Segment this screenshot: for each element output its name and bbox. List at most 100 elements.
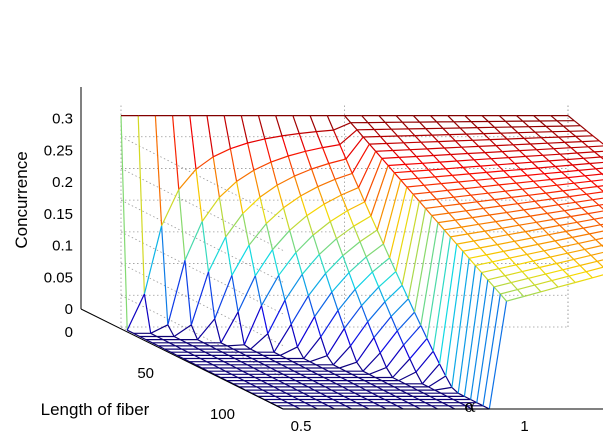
mesh-line-length (451, 258, 470, 388)
mesh-line-length (376, 172, 395, 231)
mesh-line-length (564, 141, 583, 143)
mesh-line-alpha (489, 214, 497, 223)
mesh-line-alpha (431, 215, 439, 223)
mesh-line-alpha (472, 139, 480, 147)
mesh-line-alpha (581, 207, 589, 215)
mesh-line-alpha (309, 115, 317, 132)
mesh-line-alpha (318, 254, 327, 274)
mesh-line-alpha (354, 289, 363, 306)
mesh-line-length (284, 273, 303, 301)
mesh-line-length (398, 371, 417, 382)
mesh-line-alpha (520, 247, 528, 255)
mesh-line-length (361, 286, 380, 307)
mesh-line-alpha (546, 212, 555, 220)
mesh-line-length (447, 188, 465, 191)
mesh-line-length (362, 352, 381, 372)
mesh-line-length (303, 336, 322, 359)
mesh-line-length (347, 201, 365, 212)
mesh-line-alpha (447, 115, 455, 123)
mesh-line-alpha (290, 324, 298, 348)
mesh-line-length (589, 161, 603, 165)
mesh-line-alpha (493, 199, 501, 207)
mesh-line-alpha (379, 352, 387, 368)
mesh-line-length (428, 375, 447, 388)
mesh-line-length (399, 155, 417, 158)
mesh-line-alpha (300, 195, 308, 216)
mesh-line-length (388, 163, 406, 167)
mesh-line-alpha (449, 236, 458, 245)
mesh-line-length (126, 293, 145, 331)
mesh-line-length (331, 272, 350, 293)
mesh-line-length (595, 167, 603, 170)
mesh-line-alpha (229, 148, 238, 182)
y-tick-label: 0.5 (291, 418, 312, 435)
mesh-line-alpha (547, 142, 555, 150)
mesh-line-alpha (448, 134, 456, 142)
mesh-line-alpha (465, 210, 473, 219)
mesh-line-length (212, 148, 231, 158)
mesh-line-length (589, 230, 603, 235)
mesh-line-alpha (573, 258, 581, 266)
mesh-line-alpha (498, 184, 506, 192)
mesh-line-alpha (334, 179, 342, 196)
mesh-line-alpha (267, 333, 275, 353)
mesh-line-alpha (295, 252, 303, 275)
mesh-line-length (577, 151, 595, 154)
mesh-line-alpha (143, 293, 152, 334)
mesh-line-alpha (510, 282, 518, 291)
mesh-line-length (428, 168, 446, 171)
mesh-line-alpha (350, 122, 358, 131)
mesh-line-length (509, 174, 528, 178)
mesh-line-alpha (247, 142, 255, 171)
mesh-line-alpha (343, 328, 352, 347)
mesh-line-alpha (276, 184, 285, 208)
mesh-line-length (500, 132, 518, 134)
mesh-line-alpha (542, 154, 550, 162)
mesh-line-alpha (326, 115, 335, 131)
mesh-line-alpha (517, 203, 525, 211)
mesh-line-length (373, 316, 392, 338)
mesh-line-alpha (501, 227, 509, 236)
mesh-line-length (267, 299, 286, 334)
mesh-line-length (519, 149, 537, 152)
mesh-line-alpha (167, 324, 175, 337)
mesh-line-length (317, 178, 336, 188)
mesh-line-alpha (356, 129, 364, 138)
mesh-line-alpha (596, 260, 603, 268)
mesh-line-length (583, 156, 601, 159)
mesh-line-alpha (376, 229, 384, 245)
mesh-line-alpha (161, 225, 169, 325)
mesh-line-alpha (534, 284, 542, 293)
mesh-line-length (432, 236, 451, 352)
mesh-line-length (434, 174, 453, 178)
mesh-line-length (380, 135, 398, 138)
mesh-line-alpha (578, 169, 586, 177)
mesh-line-length (364, 158, 383, 203)
mesh-line-length (573, 180, 592, 184)
mesh-line-length (184, 221, 203, 261)
mesh-line-alpha (287, 155, 295, 177)
mesh-line-alpha (353, 225, 361, 242)
z-tick-label: 0.1 (52, 238, 73, 255)
mesh-line-length (273, 323, 292, 353)
mesh-line-alpha (543, 250, 551, 258)
mesh-line-alpha (218, 197, 227, 237)
mesh-line-length (464, 186, 482, 190)
mesh-line-length (463, 165, 481, 168)
mesh-line-alpha (342, 255, 350, 273)
mesh-line-length (264, 135, 283, 140)
mesh-line-length (547, 141, 565, 144)
mesh-line-length (461, 223, 479, 228)
mesh-line-length (426, 229, 445, 339)
z-tick-label: 0.15 (44, 206, 73, 223)
mesh-line-alpha (440, 183, 448, 191)
mesh-line-length (559, 152, 578, 155)
mesh-line-length (555, 164, 573, 168)
mesh-line-alpha (476, 127, 484, 135)
mesh-line-length (520, 243, 539, 249)
mesh-line-length (526, 250, 545, 255)
mesh-line-alpha (460, 226, 469, 235)
mesh-line-alpha (559, 153, 567, 161)
mesh-line-alpha (475, 179, 483, 188)
mesh-line-length (423, 183, 442, 186)
